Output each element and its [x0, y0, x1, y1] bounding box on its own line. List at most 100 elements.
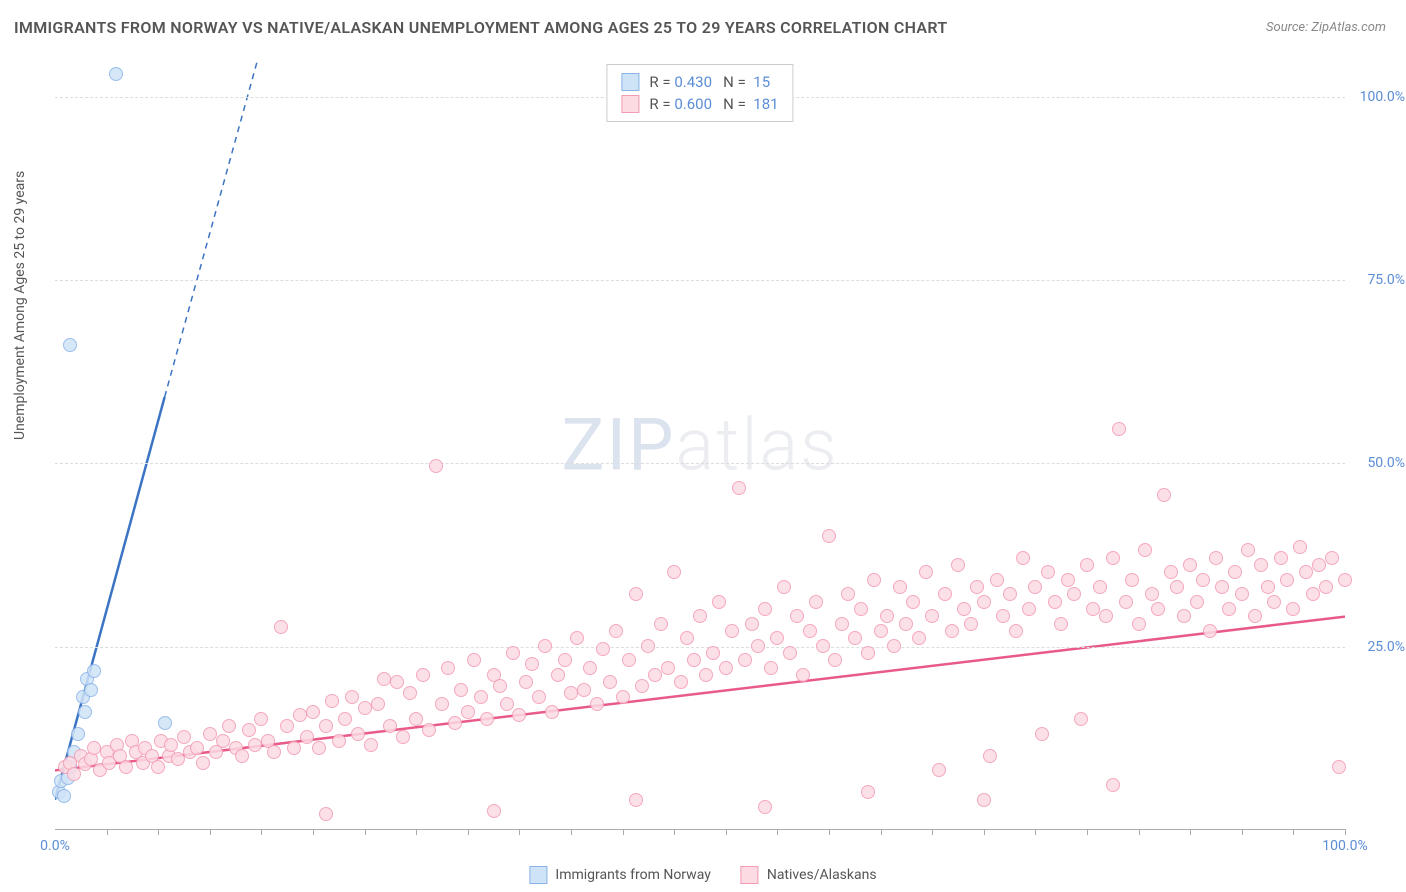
scatter-point — [570, 631, 584, 645]
scatter-point — [274, 620, 288, 634]
scatter-point — [474, 690, 488, 704]
scatter-point — [1086, 602, 1100, 616]
scatter-point — [951, 558, 965, 572]
scatter-point — [616, 690, 630, 704]
scatter-point — [558, 653, 572, 667]
scatter-point — [1203, 624, 1217, 638]
scatter-point — [1190, 595, 1204, 609]
scatter-point — [435, 697, 449, 711]
scatter-point — [1112, 422, 1126, 436]
scatter-point — [177, 730, 191, 744]
scatter-point — [945, 624, 959, 638]
scatter-point — [629, 793, 643, 807]
scatter-point — [1009, 624, 1023, 638]
scatter-point — [480, 712, 494, 726]
y-axis-label: Unemployment Among Ages 25 to 29 years — [12, 171, 28, 440]
scatter-point — [345, 690, 359, 704]
scatter-point — [280, 719, 294, 733]
scatter-point — [764, 661, 778, 675]
scatter-point — [1293, 540, 1307, 554]
scatter-point — [1003, 587, 1017, 601]
scatter-point — [1145, 587, 1159, 601]
legend-swatch — [741, 866, 759, 884]
scatter-point — [358, 701, 372, 715]
gridline-h — [55, 647, 1345, 648]
scatter-point — [351, 727, 365, 741]
legend-swatch — [621, 73, 639, 91]
legend-series-item: Immigrants from Norway — [529, 866, 710, 884]
legend-swatch — [529, 866, 547, 884]
scatter-point — [841, 587, 855, 601]
scatter-point — [1177, 609, 1191, 623]
gridline-h — [55, 280, 1345, 281]
scatter-point — [796, 668, 810, 682]
scatter-point — [564, 686, 578, 700]
scatter-point — [1228, 565, 1242, 579]
x-tick-mark — [932, 829, 933, 835]
scatter-point — [803, 624, 817, 638]
scatter-point — [828, 653, 842, 667]
scatter-point — [519, 675, 533, 689]
scatter-point — [1099, 609, 1113, 623]
scatter-point — [957, 602, 971, 616]
source-credit: Source: ZipAtlas.com — [1266, 20, 1386, 35]
scatter-point — [84, 683, 98, 697]
scatter-point — [880, 609, 894, 623]
scatter-point — [293, 708, 307, 722]
scatter-point — [854, 602, 868, 616]
x-tick-mark — [210, 829, 211, 835]
scatter-point — [835, 617, 849, 631]
scatter-point — [158, 716, 172, 730]
y-tick-label: 100.0% — [1350, 89, 1405, 105]
watermark-zip: ZIP — [561, 402, 675, 487]
scatter-point — [551, 668, 565, 682]
scatter-point — [783, 646, 797, 660]
scatter-point — [712, 595, 726, 609]
scatter-point — [912, 631, 926, 645]
scatter-point — [816, 639, 830, 653]
legend-series-item: Natives/Alaskans — [741, 866, 877, 884]
x-tick-mark — [1242, 829, 1243, 835]
scatter-point — [538, 639, 552, 653]
scatter-point — [396, 730, 410, 744]
scatter-point — [1254, 558, 1268, 572]
x-tick-mark — [1293, 829, 1294, 835]
scatter-point — [635, 679, 649, 693]
scatter-point — [441, 661, 455, 675]
scatter-point — [242, 723, 256, 737]
scatter-point — [87, 741, 101, 755]
scatter-point — [990, 573, 1004, 587]
scatter-point — [78, 705, 92, 719]
scatter-point — [693, 609, 707, 623]
scatter-point — [1067, 587, 1081, 601]
scatter-point — [190, 741, 204, 755]
scatter-point — [770, 631, 784, 645]
scatter-point — [1016, 551, 1030, 565]
scatter-point — [325, 694, 339, 708]
scatter-point — [1035, 727, 1049, 741]
scatter-point — [1312, 558, 1326, 572]
scatter-point — [667, 565, 681, 579]
scatter-point — [377, 672, 391, 686]
scatter-point — [248, 738, 262, 752]
scatter-point — [874, 624, 888, 638]
scatter-point — [577, 683, 591, 697]
scatter-point — [525, 657, 539, 671]
scatter-point — [654, 617, 668, 631]
scatter-point — [1125, 573, 1139, 587]
scatter-point — [109, 67, 123, 81]
gridline-h — [55, 463, 1345, 464]
scatter-point — [590, 697, 604, 711]
scatter-point — [422, 723, 436, 737]
scatter-point — [822, 529, 836, 543]
scatter-point — [545, 705, 559, 719]
x-tick-mark — [1035, 829, 1036, 835]
scatter-point — [448, 716, 462, 730]
scatter-point — [861, 785, 875, 799]
scatter-point — [196, 756, 210, 770]
scatter-point — [63, 338, 77, 352]
scatter-point — [487, 804, 501, 818]
scatter-point — [887, 639, 901, 653]
x-tick-mark — [881, 829, 882, 835]
x-tick-mark — [984, 829, 985, 835]
